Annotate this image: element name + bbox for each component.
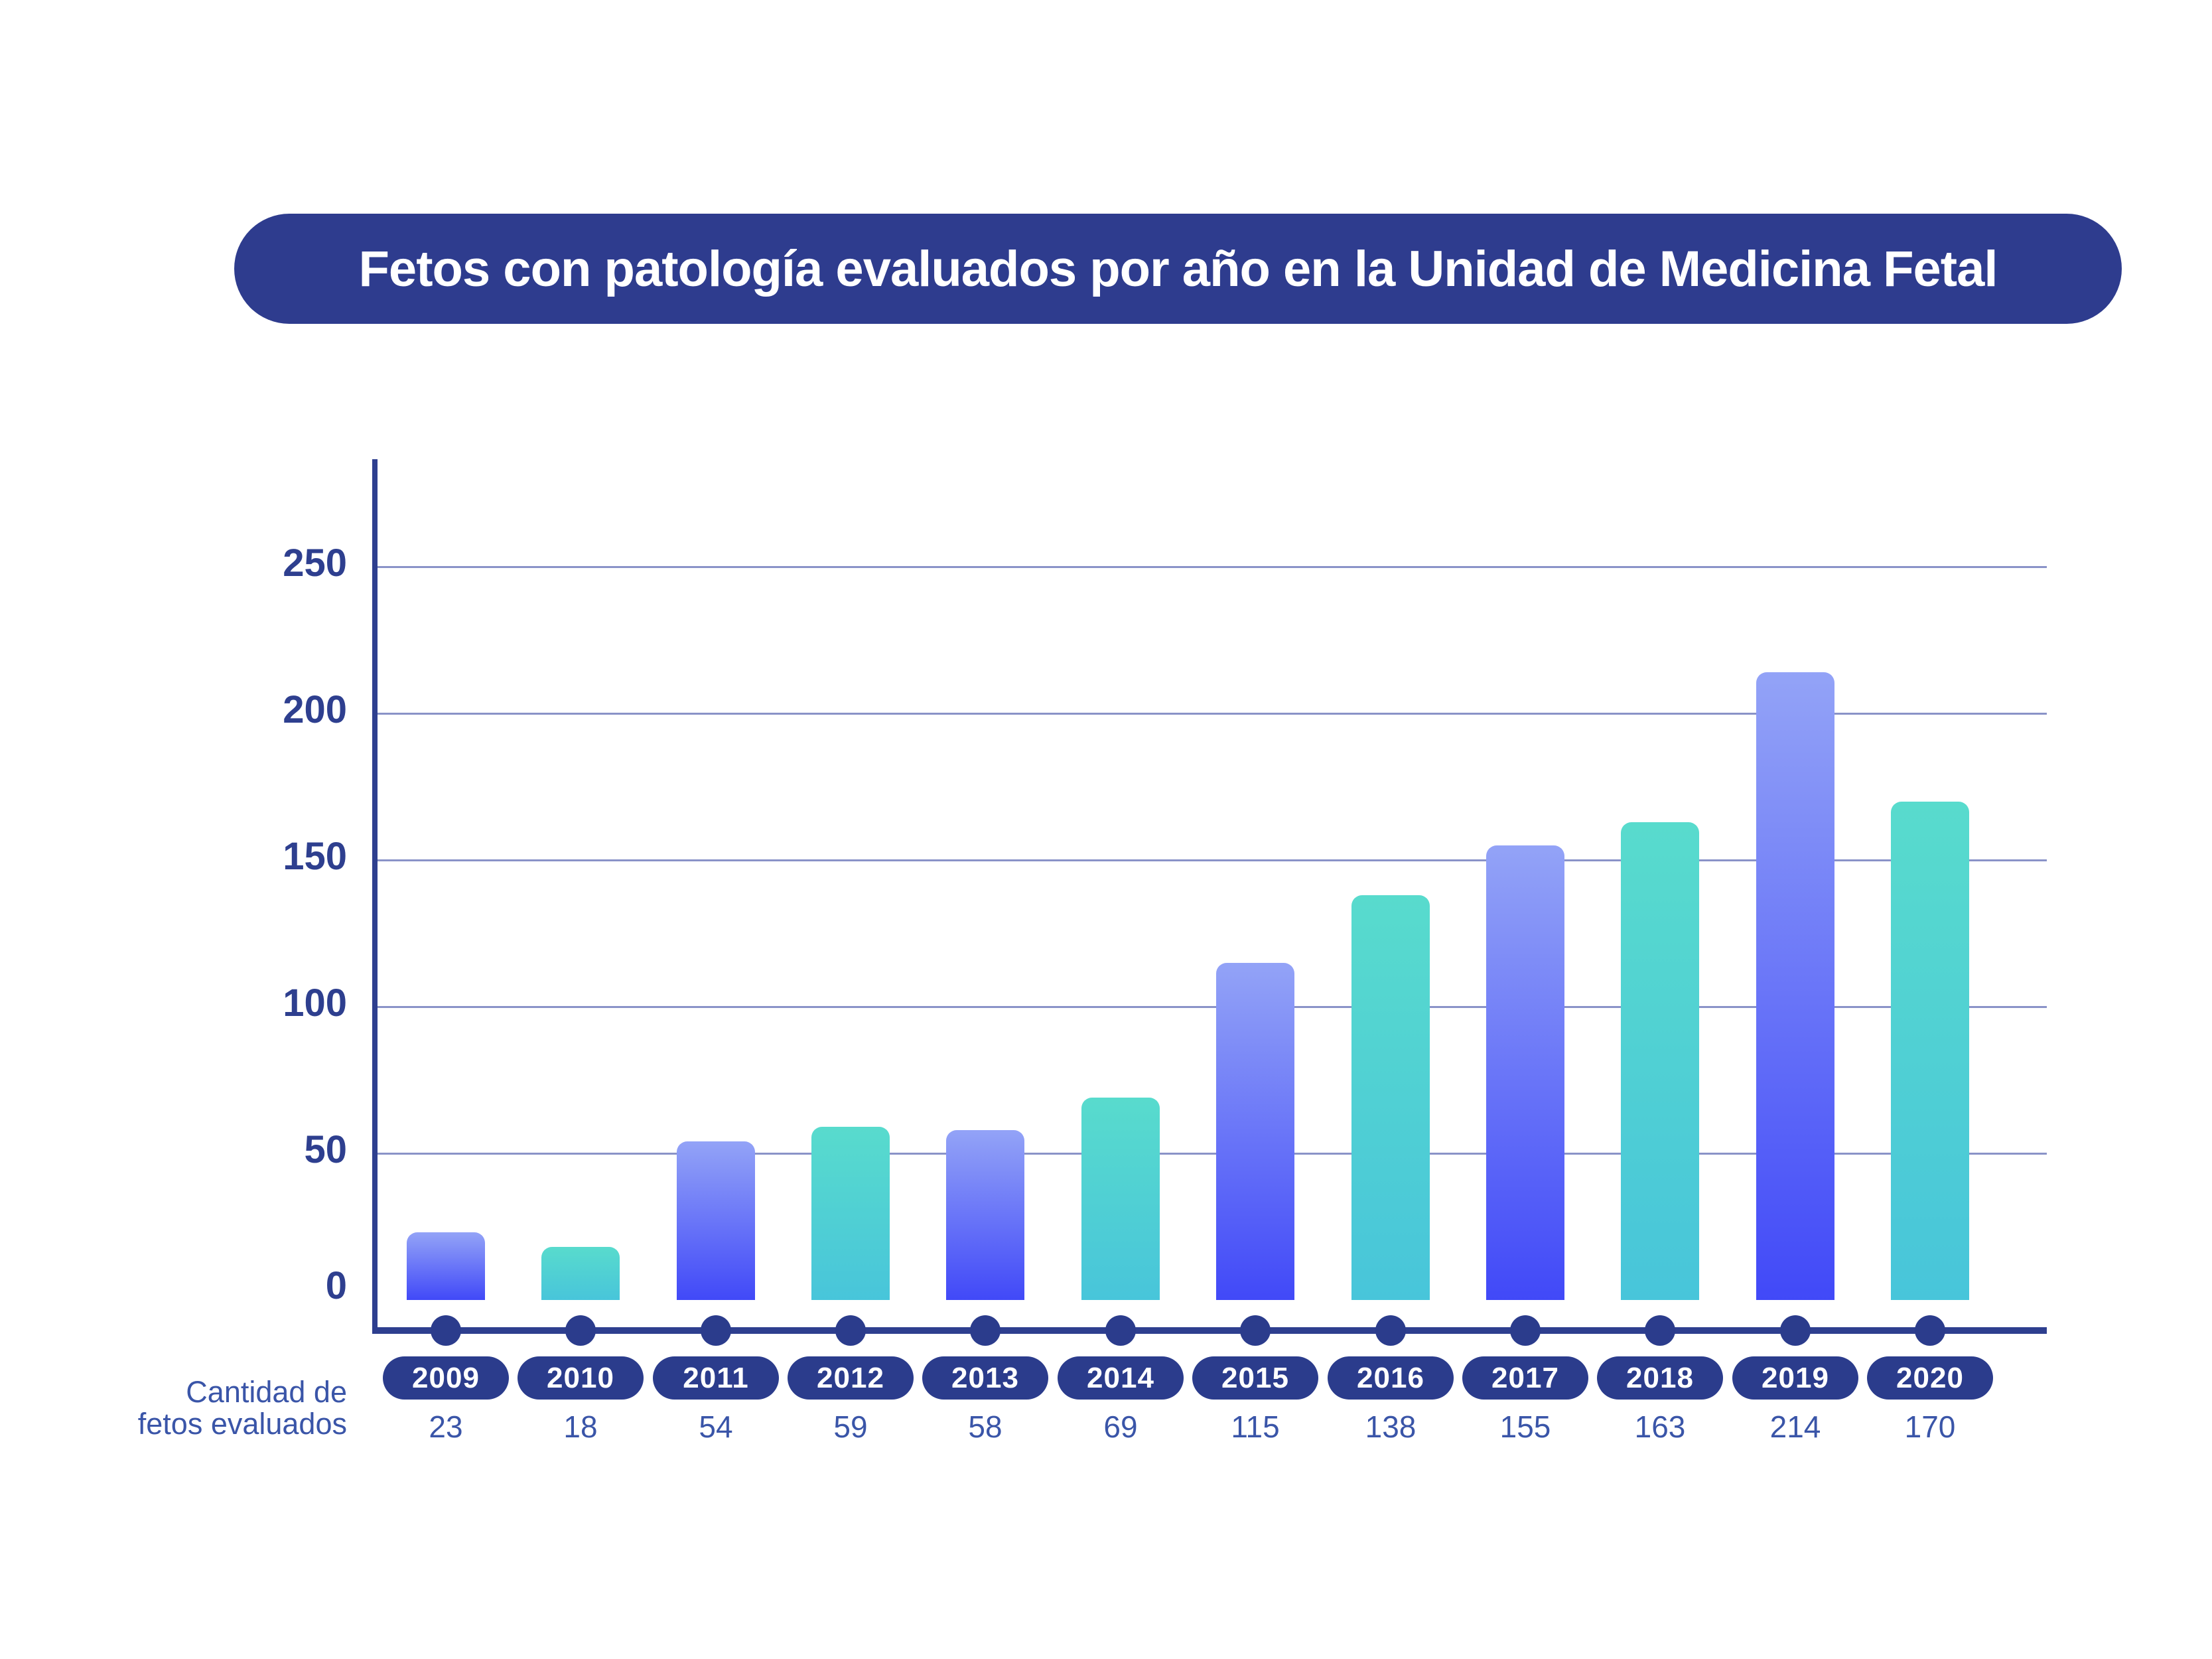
year-pill-label: 2011	[683, 1361, 749, 1394]
year-pill-2015: 2015	[1192, 1356, 1318, 1400]
year-pill-2010: 2010	[518, 1356, 644, 1400]
gridline-100	[378, 1006, 2047, 1008]
year-pill-label: 2019	[1762, 1361, 1829, 1394]
axis-dot-2019	[1780, 1315, 1811, 1346]
axis-dot-2016	[1375, 1315, 1406, 1346]
year-pill-2019: 2019	[1732, 1356, 1858, 1400]
axis-dot-2017	[1510, 1315, 1541, 1346]
value-label-2015: 115	[1231, 1409, 1280, 1444]
bar-2014	[1081, 1098, 1160, 1300]
bar-2017	[1486, 845, 1564, 1300]
year-pill-label: 2012	[817, 1361, 884, 1394]
axis-dot-2011	[701, 1315, 731, 1346]
year-pill-2012: 2012	[788, 1356, 914, 1400]
y-tick-label-0: 0	[325, 1264, 347, 1307]
y-axis-title-line2: fetos evaluados	[137, 1407, 347, 1441]
value-label-2018: 163	[1634, 1409, 1686, 1444]
x-axis-line	[372, 1327, 2047, 1334]
bar-2015	[1216, 963, 1294, 1300]
year-pill-label: 2014	[1087, 1361, 1154, 1394]
value-label-2019: 214	[1769, 1409, 1821, 1444]
chart-title: Fetos con patología evaluados por año en…	[358, 240, 1998, 297]
year-pill-label: 2013	[951, 1361, 1019, 1394]
value-label-2020: 170	[1904, 1409, 1956, 1444]
gridline-200	[378, 713, 2047, 715]
year-pill-2014: 2014	[1058, 1356, 1184, 1400]
axis-dot-2013	[970, 1315, 1001, 1346]
year-pill-label: 2015	[1221, 1361, 1289, 1394]
axis-dot-2018	[1645, 1315, 1675, 1346]
value-label-2012: 59	[833, 1409, 868, 1444]
value-label-2013: 58	[968, 1409, 1002, 1444]
year-pill-label: 2018	[1626, 1361, 1694, 1394]
bar-2011	[677, 1141, 755, 1300]
year-pill-label: 2017	[1491, 1361, 1559, 1394]
y-tick-label-200: 200	[283, 688, 347, 731]
bar-2013	[946, 1130, 1024, 1300]
year-pill-2016: 2016	[1328, 1356, 1454, 1400]
y-tick-label-50: 50	[304, 1128, 347, 1171]
axis-dot-2015	[1240, 1315, 1271, 1346]
title-banner: Fetos con patología evaluados por año en…	[234, 214, 2122, 324]
year-pill-2017: 2017	[1462, 1356, 1588, 1400]
bar-2009	[407, 1232, 485, 1300]
y-axis-line	[372, 459, 378, 1334]
y-tick-label-150: 150	[283, 835, 347, 878]
y-tick-label-250: 250	[283, 541, 347, 585]
bar-2019	[1756, 672, 1834, 1300]
y-axis-title-line1: Cantidad de	[186, 1375, 347, 1409]
axis-dot-2012	[835, 1315, 866, 1346]
value-label-2016: 138	[1365, 1409, 1417, 1444]
gridline-150	[378, 859, 2047, 861]
bar-2016	[1351, 895, 1430, 1300]
value-label-2014: 69	[1103, 1409, 1138, 1444]
gridline-250	[378, 566, 2047, 568]
bar-2020	[1891, 802, 1969, 1300]
gridline-50	[378, 1153, 2047, 1155]
axis-dot-2010	[565, 1315, 596, 1346]
y-tick-label-100: 100	[283, 981, 347, 1025]
axis-dot-2009	[431, 1315, 461, 1346]
year-pill-label: 2020	[1896, 1361, 1964, 1394]
value-label-2011: 54	[699, 1409, 733, 1444]
year-pill-2020: 2020	[1867, 1356, 1993, 1400]
bar-2012	[811, 1127, 890, 1300]
year-pill-label: 2010	[547, 1361, 614, 1394]
year-pill-2009: 2009	[383, 1356, 509, 1400]
year-pill-label: 2016	[1357, 1361, 1424, 1394]
value-label-2010: 18	[563, 1409, 598, 1444]
year-pill-2018: 2018	[1597, 1356, 1723, 1400]
axis-dot-2020	[1915, 1315, 1945, 1346]
value-label-2017: 155	[1499, 1409, 1551, 1444]
axis-dot-2014	[1105, 1315, 1136, 1346]
year-pill-2011: 2011	[653, 1356, 779, 1400]
year-pill-label: 2009	[412, 1361, 480, 1394]
bar-2010	[541, 1247, 620, 1300]
bar-2018	[1621, 822, 1699, 1300]
value-label-2009: 23	[429, 1409, 463, 1444]
year-pill-2013: 2013	[922, 1356, 1048, 1400]
y-axis-title: Cantidad de fetos evaluados	[66, 1376, 347, 1440]
